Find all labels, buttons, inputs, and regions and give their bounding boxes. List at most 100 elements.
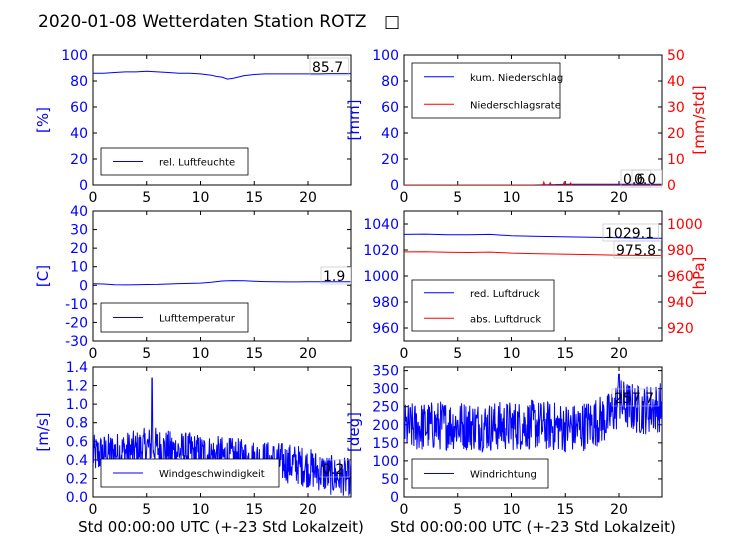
value-text: 85.7 (312, 60, 343, 76)
x-tick-label: 5 (142, 502, 151, 518)
y-tick-label: 80 (70, 74, 88, 90)
x-tick-label: 0 (400, 502, 409, 518)
y-tick-label: 30 (70, 223, 88, 239)
panel-temperature: 0 5 10 15 20 -30 -20 -10 0 10 20 30 40 [C] Lufttempera… (34, 204, 352, 362)
legend-box (411, 279, 555, 332)
value-text: 1.9 (323, 269, 345, 285)
y-tick-label-right: 960 (667, 269, 694, 285)
figure-title: 2020-01-08 Wetterdaten Station ROTZ □ (38, 12, 400, 32)
series-line-niederschlagsrate (404, 180, 662, 185)
legend: Windrichtung (411, 458, 549, 489)
x-tick-label: 10 (192, 190, 210, 206)
y-tick-label: 250 (372, 400, 399, 416)
y-tick-label: 980 (372, 295, 399, 311)
y-tick-label: 40 (381, 126, 399, 142)
current-value-label: 1.9 (320, 266, 352, 285)
x-tick-label: 5 (453, 346, 462, 362)
y-tick-label: 60 (70, 100, 88, 116)
value-box (631, 169, 663, 188)
y-tick-label: 1.0 (66, 397, 88, 413)
x-tick-label: 5 (142, 190, 151, 206)
y-tick-label: 960 (372, 321, 399, 337)
y-tick-label: 0 (390, 490, 399, 506)
series-line-abs-luftdruck (404, 251, 662, 256)
y-tick-label: -20 (65, 315, 88, 331)
x-tick-label: 5 (142, 346, 151, 362)
y-tick-label: 100 (61, 48, 88, 64)
y-tick-label: 20 (70, 152, 88, 168)
legend-label: Windgeschwindigkeit (159, 469, 265, 480)
y-tick-label: 40 (70, 126, 88, 142)
panel-humidity: 0 5 10 15 20 0 20 40 60 80 100 [%] rel. Luftfeuchte 8… (34, 48, 352, 206)
y-tick-label: 0.0 (66, 490, 88, 506)
y-axis-label: [mm] (345, 100, 363, 141)
value-box (319, 459, 351, 478)
y-tick-label: 0 (79, 278, 88, 294)
y-tick-label-right: 1000 (667, 217, 703, 233)
x-tick-label: 20 (299, 502, 317, 518)
x-tick-label: 15 (556, 346, 574, 362)
y-tick-label-right: 30 (667, 100, 685, 116)
current-value-label: 257.7 (611, 388, 660, 407)
y-tick-label: 1.2 (66, 379, 88, 395)
y-tick-label-right: 0 (667, 178, 676, 194)
legend: kum. Niederschlag Niederschlagsrate (411, 62, 563, 119)
y-tick-label: 60 (381, 100, 399, 116)
chart-title: 2020-01-08 Wetterdaten Station ROTZ (38, 12, 367, 32)
y-tick-label-right: 10 (667, 152, 685, 168)
y-axis-label-right: [hPa] (690, 257, 708, 296)
y-tick-label: 350 (372, 364, 399, 380)
y-axis-label: [m/s] (34, 412, 52, 451)
title-box-glyph: □ (384, 12, 400, 32)
panel-winddir: 0 5 10 15 20050100150200250300350[deg]Windri… (345, 364, 663, 518)
y-tick-label-right: 940 (667, 295, 694, 311)
x-tick-label: 10 (503, 190, 521, 206)
legend-box (100, 147, 249, 176)
x-tick-label: 10 (503, 502, 521, 518)
y-tick-label: 300 (372, 382, 399, 398)
legend-box (411, 62, 561, 119)
legend-label: red. Luftdruck (470, 289, 540, 300)
x-tick-label: 10 (192, 346, 210, 362)
legend-label: Lufttemperatur (159, 314, 236, 325)
y-axis-label: [%] (34, 107, 52, 133)
current-value-label-right: 0.0 (631, 169, 663, 188)
y-tick-label: 80 (381, 74, 399, 90)
value-text: 0.6 (623, 172, 645, 188)
current-value-label-right: 975.8 (613, 240, 662, 259)
x-tick-label: 20 (610, 502, 628, 518)
y-tick-label: 20 (70, 241, 88, 257)
y-tick-label-right: 980 (667, 243, 694, 259)
y-tick-label: 200 (372, 418, 399, 434)
y-tick-label: 1020 (363, 243, 399, 259)
y-tick-label: 100 (372, 454, 399, 470)
y-tick-label-right: 920 (667, 321, 694, 337)
series-line-rel-luftfeuchte (93, 70, 351, 80)
value-box (611, 388, 660, 407)
series-line-windrichtung (404, 373, 662, 454)
y-tick-label-right: 40 (667, 74, 685, 90)
y-tick-label-right: 50 (667, 48, 685, 64)
value-box (613, 240, 662, 259)
y-tick-label: 50 (381, 472, 399, 488)
y-tick-label: 0.8 (66, 416, 88, 432)
y-axis-label: [deg] (345, 412, 363, 452)
current-value-label: 0.2 (319, 459, 351, 478)
x-tick-label: 0 (89, 502, 98, 518)
current-value-label: 1029.1 (602, 223, 659, 242)
value-text: 0.2 (322, 462, 344, 478)
x-axis-label-left: Std 00:00:00 UTC (+-23 Std Lokalzeit) (78, 518, 364, 536)
panel-pressure: 0 5 10 15 20 960 980 1000 1020 1040 920 940 960 980 10… (363, 210, 708, 362)
x-axis-label-right: Std 00:00:00 UTC (+-23 Std Lokalzeit) (390, 518, 676, 536)
x-tick-label: 5 (453, 190, 462, 206)
x-tick-label: 0 (400, 346, 409, 362)
y-tick-label: 0.6 (66, 434, 88, 450)
series-line-red-luftdruck (404, 233, 662, 239)
legend-label: Niederschlagsrate (470, 100, 561, 111)
y-tick-label: 1.4 (66, 360, 88, 376)
x-tick-label: 15 (245, 346, 263, 362)
x-tick-label: 15 (556, 190, 574, 206)
y-tick-label: 0 (390, 178, 399, 194)
y-tick-label: 0.2 (66, 471, 88, 487)
